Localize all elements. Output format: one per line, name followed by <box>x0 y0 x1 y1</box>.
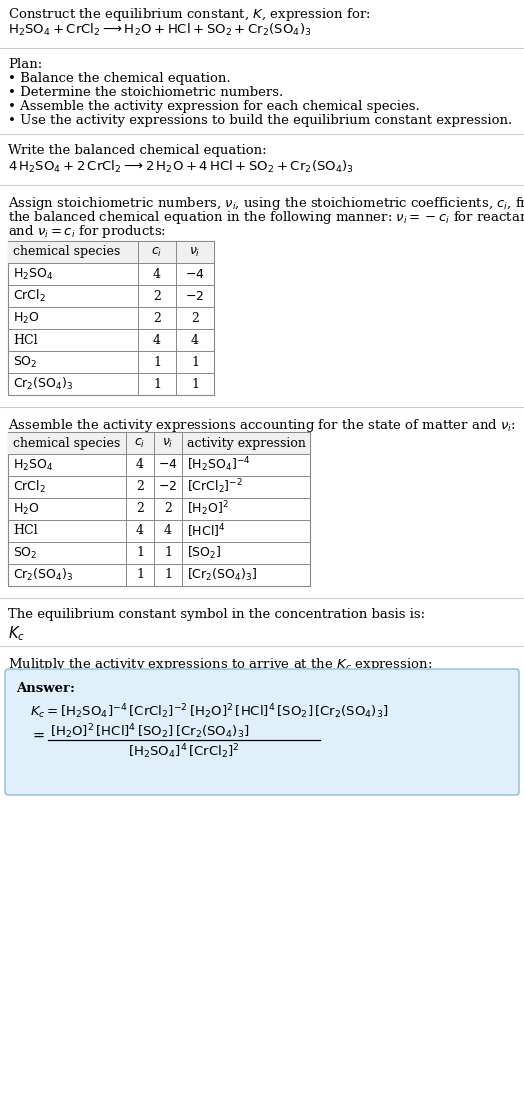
Text: $4\,\mathrm{H_2SO_4 + 2\,CrCl_2 \longrightarrow 2\,H_2O + 4\,HCl + SO_2 + Cr_2(S: $4\,\mathrm{H_2SO_4 + 2\,CrCl_2 \longrig… <box>8 159 354 176</box>
Text: $[\mathrm{H_2SO_4}]^4\,[\mathrm{CrCl_2}]^2$: $[\mathrm{H_2SO_4}]^4\,[\mathrm{CrCl_2}]… <box>128 742 240 760</box>
Text: chemical species: chemical species <box>13 246 120 259</box>
Text: • Use the activity expressions to build the equilibrium constant expression.: • Use the activity expressions to build … <box>8 114 512 127</box>
Text: 4: 4 <box>136 459 144 472</box>
Text: Answer:: Answer: <box>16 682 75 695</box>
Text: Assign stoichiometric numbers, $\nu_i$, using the stoichiometric coefficients, $: Assign stoichiometric numbers, $\nu_i$, … <box>8 195 524 212</box>
Text: $=$: $=$ <box>30 728 46 742</box>
Text: 2: 2 <box>136 480 144 494</box>
Text: $[\mathrm{H_2O}]^2$: $[\mathrm{H_2O}]^2$ <box>187 499 229 519</box>
Text: Write the balanced chemical equation:: Write the balanced chemical equation: <box>8 144 267 157</box>
Text: Plan:: Plan: <box>8 58 42 71</box>
Text: 1: 1 <box>164 568 172 581</box>
Text: 4: 4 <box>136 524 144 538</box>
Text: the balanced chemical equation in the following manner: $\nu_i = -c_i$ for react: the balanced chemical equation in the fo… <box>8 210 524 226</box>
Text: $\mathrm{CrCl_2}$: $\mathrm{CrCl_2}$ <box>13 287 46 304</box>
Text: Construct the equilibrium constant, $K$, expression for:: Construct the equilibrium constant, $K$,… <box>8 5 370 23</box>
Text: • Assemble the activity expression for each chemical species.: • Assemble the activity expression for e… <box>8 100 420 113</box>
Text: and $\nu_i = c_i$ for products:: and $\nu_i = c_i$ for products: <box>8 223 166 240</box>
Text: $c_i$: $c_i$ <box>134 437 146 450</box>
Bar <box>8 241 214 263</box>
Text: $[\mathrm{Cr_2(SO_4)_3}]$: $[\mathrm{Cr_2(SO_4)_3}]$ <box>187 567 257 583</box>
Text: $\mathrm{Cr_2(SO_4)_3}$: $\mathrm{Cr_2(SO_4)_3}$ <box>13 567 73 583</box>
Text: Assemble the activity expressions accounting for the state of matter and $\nu_i$: Assemble the activity expressions accoun… <box>8 417 516 434</box>
Text: $\mathrm{H_2O}$: $\mathrm{H_2O}$ <box>13 310 40 326</box>
Bar <box>8 241 214 395</box>
Text: 2: 2 <box>164 502 172 516</box>
Text: $-4$: $-4$ <box>185 268 205 281</box>
Text: $-2$: $-2$ <box>158 480 178 494</box>
Text: 1: 1 <box>153 377 161 391</box>
Text: Mulitply the activity expressions to arrive at the $K_c$ expression:: Mulitply the activity expressions to arr… <box>8 656 432 672</box>
Text: $[\mathrm{H_2SO_4}]^{-4}$: $[\mathrm{H_2SO_4}]^{-4}$ <box>187 455 250 474</box>
Text: $\mathrm{H_2SO_4}$: $\mathrm{H_2SO_4}$ <box>13 457 53 473</box>
Text: $\nu_i$: $\nu_i$ <box>162 437 173 450</box>
Text: 2: 2 <box>191 312 199 325</box>
FancyBboxPatch shape <box>5 669 519 795</box>
Text: chemical species: chemical species <box>13 437 120 450</box>
Text: $\nu_i$: $\nu_i$ <box>189 246 201 259</box>
Text: 4: 4 <box>191 333 199 347</box>
Text: 1: 1 <box>136 546 144 559</box>
Text: $-4$: $-4$ <box>158 459 178 472</box>
Text: $\mathrm{SO_2}$: $\mathrm{SO_2}$ <box>13 545 38 561</box>
Text: 2: 2 <box>136 502 144 516</box>
Text: The equilibrium constant symbol in the concentration basis is:: The equilibrium constant symbol in the c… <box>8 608 425 621</box>
Text: 4: 4 <box>153 333 161 347</box>
Text: • Balance the chemical equation.: • Balance the chemical equation. <box>8 72 231 84</box>
Text: $\mathrm{SO_2}$: $\mathrm{SO_2}$ <box>13 354 38 370</box>
Text: 1: 1 <box>164 546 172 559</box>
Text: 1: 1 <box>191 355 199 369</box>
Text: 1: 1 <box>191 377 199 391</box>
Text: activity expression: activity expression <box>187 437 306 450</box>
Text: $\mathrm{H_2O}$: $\mathrm{H_2O}$ <box>13 501 40 517</box>
Text: $[\mathrm{CrCl_2}]^{-2}$: $[\mathrm{CrCl_2}]^{-2}$ <box>187 477 243 496</box>
Text: $K_c = [\mathrm{H_2SO_4}]^{-4}\,[\mathrm{CrCl_2}]^{-2}\,[\mathrm{H_2O}]^2\,[\mat: $K_c = [\mathrm{H_2SO_4}]^{-4}\,[\mathrm… <box>30 702 389 721</box>
Text: $-2$: $-2$ <box>185 290 204 303</box>
Text: $\mathrm{CrCl_2}$: $\mathrm{CrCl_2}$ <box>13 479 46 495</box>
Text: $[\mathrm{SO_2}]$: $[\mathrm{SO_2}]$ <box>187 545 222 561</box>
Text: $\mathrm{H_2SO_4}$: $\mathrm{H_2SO_4}$ <box>13 267 53 282</box>
Text: $[\mathrm{H_2O}]^2\,[\mathrm{HCl}]^4\,[\mathrm{SO_2}]\,[\mathrm{Cr_2(SO_4)_3}]$: $[\mathrm{H_2O}]^2\,[\mathrm{HCl}]^4\,[\… <box>50 722 249 740</box>
Text: 1: 1 <box>136 568 144 581</box>
Text: 1: 1 <box>153 355 161 369</box>
Text: $K_c$: $K_c$ <box>8 624 25 643</box>
Text: $\mathrm{Cr_2(SO_4)_3}$: $\mathrm{Cr_2(SO_4)_3}$ <box>13 376 73 392</box>
Text: 2: 2 <box>153 312 161 325</box>
Bar <box>8 432 310 586</box>
Bar <box>8 432 310 454</box>
Text: • Determine the stoichiometric numbers.: • Determine the stoichiometric numbers. <box>8 86 283 99</box>
Text: $[\mathrm{HCl}]^4$: $[\mathrm{HCl}]^4$ <box>187 522 225 540</box>
Text: 4: 4 <box>164 524 172 538</box>
Text: 2: 2 <box>153 290 161 303</box>
Text: $c_i$: $c_i$ <box>151 246 162 259</box>
Text: $\mathrm{H_2SO_4 + CrCl_2 \longrightarrow H_2O + HCl + SO_2 + Cr_2(SO_4)_3}$: $\mathrm{H_2SO_4 + CrCl_2 \longrightarro… <box>8 22 312 38</box>
Text: 4: 4 <box>153 268 161 281</box>
Text: HCl: HCl <box>13 524 38 538</box>
Text: HCl: HCl <box>13 333 38 347</box>
